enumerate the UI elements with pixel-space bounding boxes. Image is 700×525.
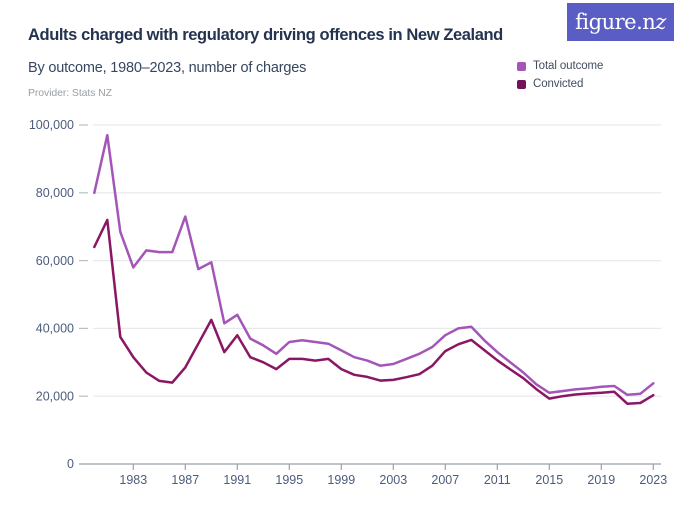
x-tick-label: 1987 xyxy=(171,473,199,487)
figure-nz-logo-text: figure.nz xyxy=(575,10,666,34)
provider-label: Provider: Stats NZ xyxy=(28,87,112,99)
legend-label-total-outcome: Total outcome xyxy=(533,60,604,72)
page-title: Adults charged with regulatory driving o… xyxy=(28,26,503,44)
y-tick-label: 0 xyxy=(67,457,74,471)
series-line-total-outcome xyxy=(93,133,655,397)
y-tick-label: 80,000 xyxy=(36,186,74,200)
x-tick-label: 2019 xyxy=(587,473,615,487)
series-line-convicted xyxy=(93,218,655,405)
figure-nz-logo[interactable]: figure.nz xyxy=(567,3,674,41)
x-tick-label: 2007 xyxy=(431,473,459,487)
legend: Total outcome Convicted xyxy=(517,60,603,90)
y-tick-label: 60,000 xyxy=(36,254,74,268)
x-tick-label: 1991 xyxy=(223,473,251,487)
x-tick-label: 2003 xyxy=(379,473,407,487)
x-tick-label: 2015 xyxy=(535,473,563,487)
chart-grid-group xyxy=(79,124,661,470)
legend-swatch-convicted-icon xyxy=(517,79,526,89)
legend-item-convicted: Convicted xyxy=(517,78,603,90)
x-tick-label: 1983 xyxy=(119,473,147,487)
legend-item-total-outcome: Total outcome xyxy=(517,60,603,72)
x-tick-label: 2011 xyxy=(484,473,511,487)
y-tick-label: 40,000 xyxy=(36,322,74,336)
y-tick-label: 20,000 xyxy=(36,389,74,403)
x-tick-label: 1999 xyxy=(327,473,355,487)
chart-series-group xyxy=(93,133,655,405)
legend-label-convicted: Convicted xyxy=(533,78,584,90)
y-tick-label: 100,000 xyxy=(29,118,74,132)
page-subtitle: By outcome, 1980–2023, number of charges xyxy=(28,60,307,76)
x-tick-label: 2023 xyxy=(639,473,667,487)
chart-axis-label-group: 0 20,000 40,000 60,000 80,000 100,000 1983 1987… xyxy=(29,118,667,487)
legend-swatch-total-outcome-icon xyxy=(517,61,526,71)
x-tick-label: 1995 xyxy=(275,473,303,487)
